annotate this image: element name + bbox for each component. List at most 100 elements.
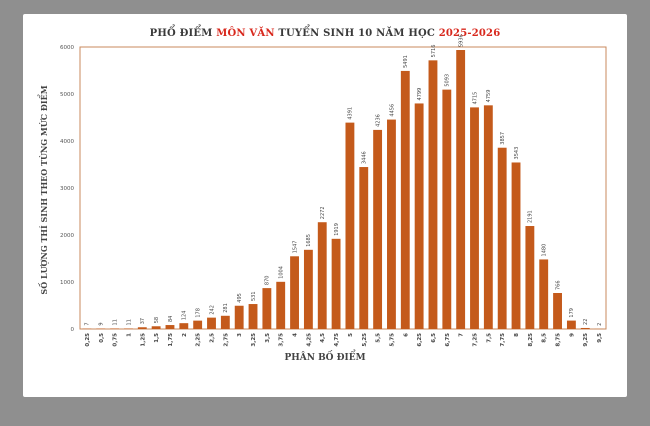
bar-value-label: 11: [112, 319, 118, 325]
title-year: 2025-2026: [438, 28, 501, 39]
y-tick-label: 4000: [60, 139, 74, 145]
x-tick-label: 8: [514, 333, 520, 337]
x-tick-label: 7,5: [486, 333, 492, 343]
bar: [359, 167, 369, 329]
bar-value-label: 1547: [292, 241, 298, 254]
bar-value-label: 3543: [514, 147, 520, 160]
bar-value-label: 4236: [375, 114, 381, 127]
bar-value-label: 1480: [542, 244, 548, 257]
x-tick-label: 2,25: [196, 333, 202, 347]
bar: [317, 222, 327, 329]
bar: [262, 288, 272, 329]
bar-value-label: 2191: [528, 210, 534, 223]
bar: [331, 238, 341, 329]
x-tick-label: 5,75: [389, 333, 395, 347]
bar: [387, 119, 396, 329]
bar: [553, 293, 562, 329]
x-tick-label: 2,5: [210, 333, 216, 343]
bar-value-label: 531: [251, 291, 257, 301]
bar-value-label: 495: [237, 293, 243, 303]
x-tick-label: 7,75: [500, 333, 506, 347]
bar: [442, 89, 452, 329]
bar: [220, 315, 230, 329]
x-tick-label: 2: [182, 333, 188, 337]
x-tick-label: 3: [237, 333, 243, 337]
bar: [525, 226, 535, 329]
x-tick-label: 8,5: [542, 333, 548, 343]
bar-value-label: 3446: [362, 151, 368, 164]
x-tick-label: 3,75: [279, 333, 285, 347]
bar-value-label: 84: [168, 316, 174, 322]
bar: [470, 107, 479, 329]
bar: [497, 147, 507, 329]
bar: [511, 162, 521, 329]
bar-value-label: 7: [85, 322, 91, 325]
bar-value-label: 124: [182, 311, 188, 321]
x-tick-label: 5: [348, 333, 354, 337]
title-highlight: MÔN VĂN: [216, 28, 275, 39]
bar-value-label: 37: [140, 318, 146, 324]
bar: [137, 327, 147, 329]
bar-value-label: 11: [126, 319, 132, 325]
y-tick-label: 0: [71, 327, 75, 333]
bar: [276, 281, 286, 329]
bar: [345, 122, 355, 330]
title-part1: PHỔ ĐIỂM: [149, 28, 213, 39]
x-tick-label: 9: [569, 333, 575, 337]
bar-value-label: 1685: [306, 234, 312, 247]
bar: [290, 256, 299, 329]
bar: [566, 320, 576, 329]
x-tick-label: 4,5: [320, 333, 326, 343]
x-tick-label: 3,25: [251, 333, 257, 347]
y-tick-label: 3000: [60, 186, 74, 192]
bar: [179, 323, 189, 329]
x-tick-label: 7: [459, 333, 465, 337]
x-tick-label: 4,25: [306, 333, 312, 347]
bar: [124, 328, 133, 329]
title-part2: TUYỂN SINH 10 NĂM HỌC: [278, 28, 436, 39]
chart-title: PHỔ ĐIỂM MÔN VĂN TUYỂN SINH 10 NĂM HỌC 2…: [0, 28, 650, 39]
x-tick-label: 5,25: [362, 333, 368, 347]
x-tick-label: 8,75: [556, 333, 562, 347]
bar: [456, 50, 466, 329]
x-tick-label: 0,25: [85, 333, 91, 347]
bar-value-label: 766: [555, 280, 561, 290]
bar-value-label: 178: [195, 308, 201, 318]
bar: [193, 320, 203, 329]
x-tick-label: 0,75: [113, 333, 119, 347]
x-tick-label: 6: [403, 333, 409, 337]
bar-value-label: 5936: [458, 34, 464, 47]
bar: [110, 328, 120, 329]
bar: [428, 60, 438, 329]
x-tick-label: 3,5: [265, 333, 271, 343]
bar-value-label: 9: [99, 322, 105, 325]
x-tick-label: 4,75: [334, 333, 340, 347]
chart-card: [23, 14, 627, 397]
bar: [207, 317, 216, 329]
x-tick-label: 6,75: [445, 333, 451, 347]
bar-value-label: 870: [265, 276, 271, 286]
bar: [234, 305, 244, 329]
bar-value-label: 5491: [403, 55, 409, 68]
bar: [483, 105, 493, 329]
bar: [539, 259, 549, 329]
x-tick-label: 9,25: [583, 333, 589, 347]
y-tick-label: 1000: [60, 280, 74, 286]
bar: [400, 70, 410, 330]
x-tick-label: 2,75: [223, 333, 229, 347]
bar: [151, 326, 161, 329]
bar-value-label: 242: [209, 305, 215, 315]
bar: [580, 327, 590, 329]
bar: [165, 325, 175, 329]
bar: [248, 304, 258, 329]
bar-value-label: 4799: [417, 88, 423, 101]
x-tick-label: 7,25: [473, 333, 479, 347]
bar-value-label: 5093: [445, 74, 451, 87]
x-tick-label: 0,5: [99, 333, 105, 343]
x-tick-label: 1,75: [168, 333, 174, 347]
x-tick-label: 8,25: [528, 333, 534, 347]
x-tick-label: 1,25: [140, 333, 146, 347]
bar: [373, 129, 383, 329]
x-tick-label: 6,25: [417, 333, 423, 347]
